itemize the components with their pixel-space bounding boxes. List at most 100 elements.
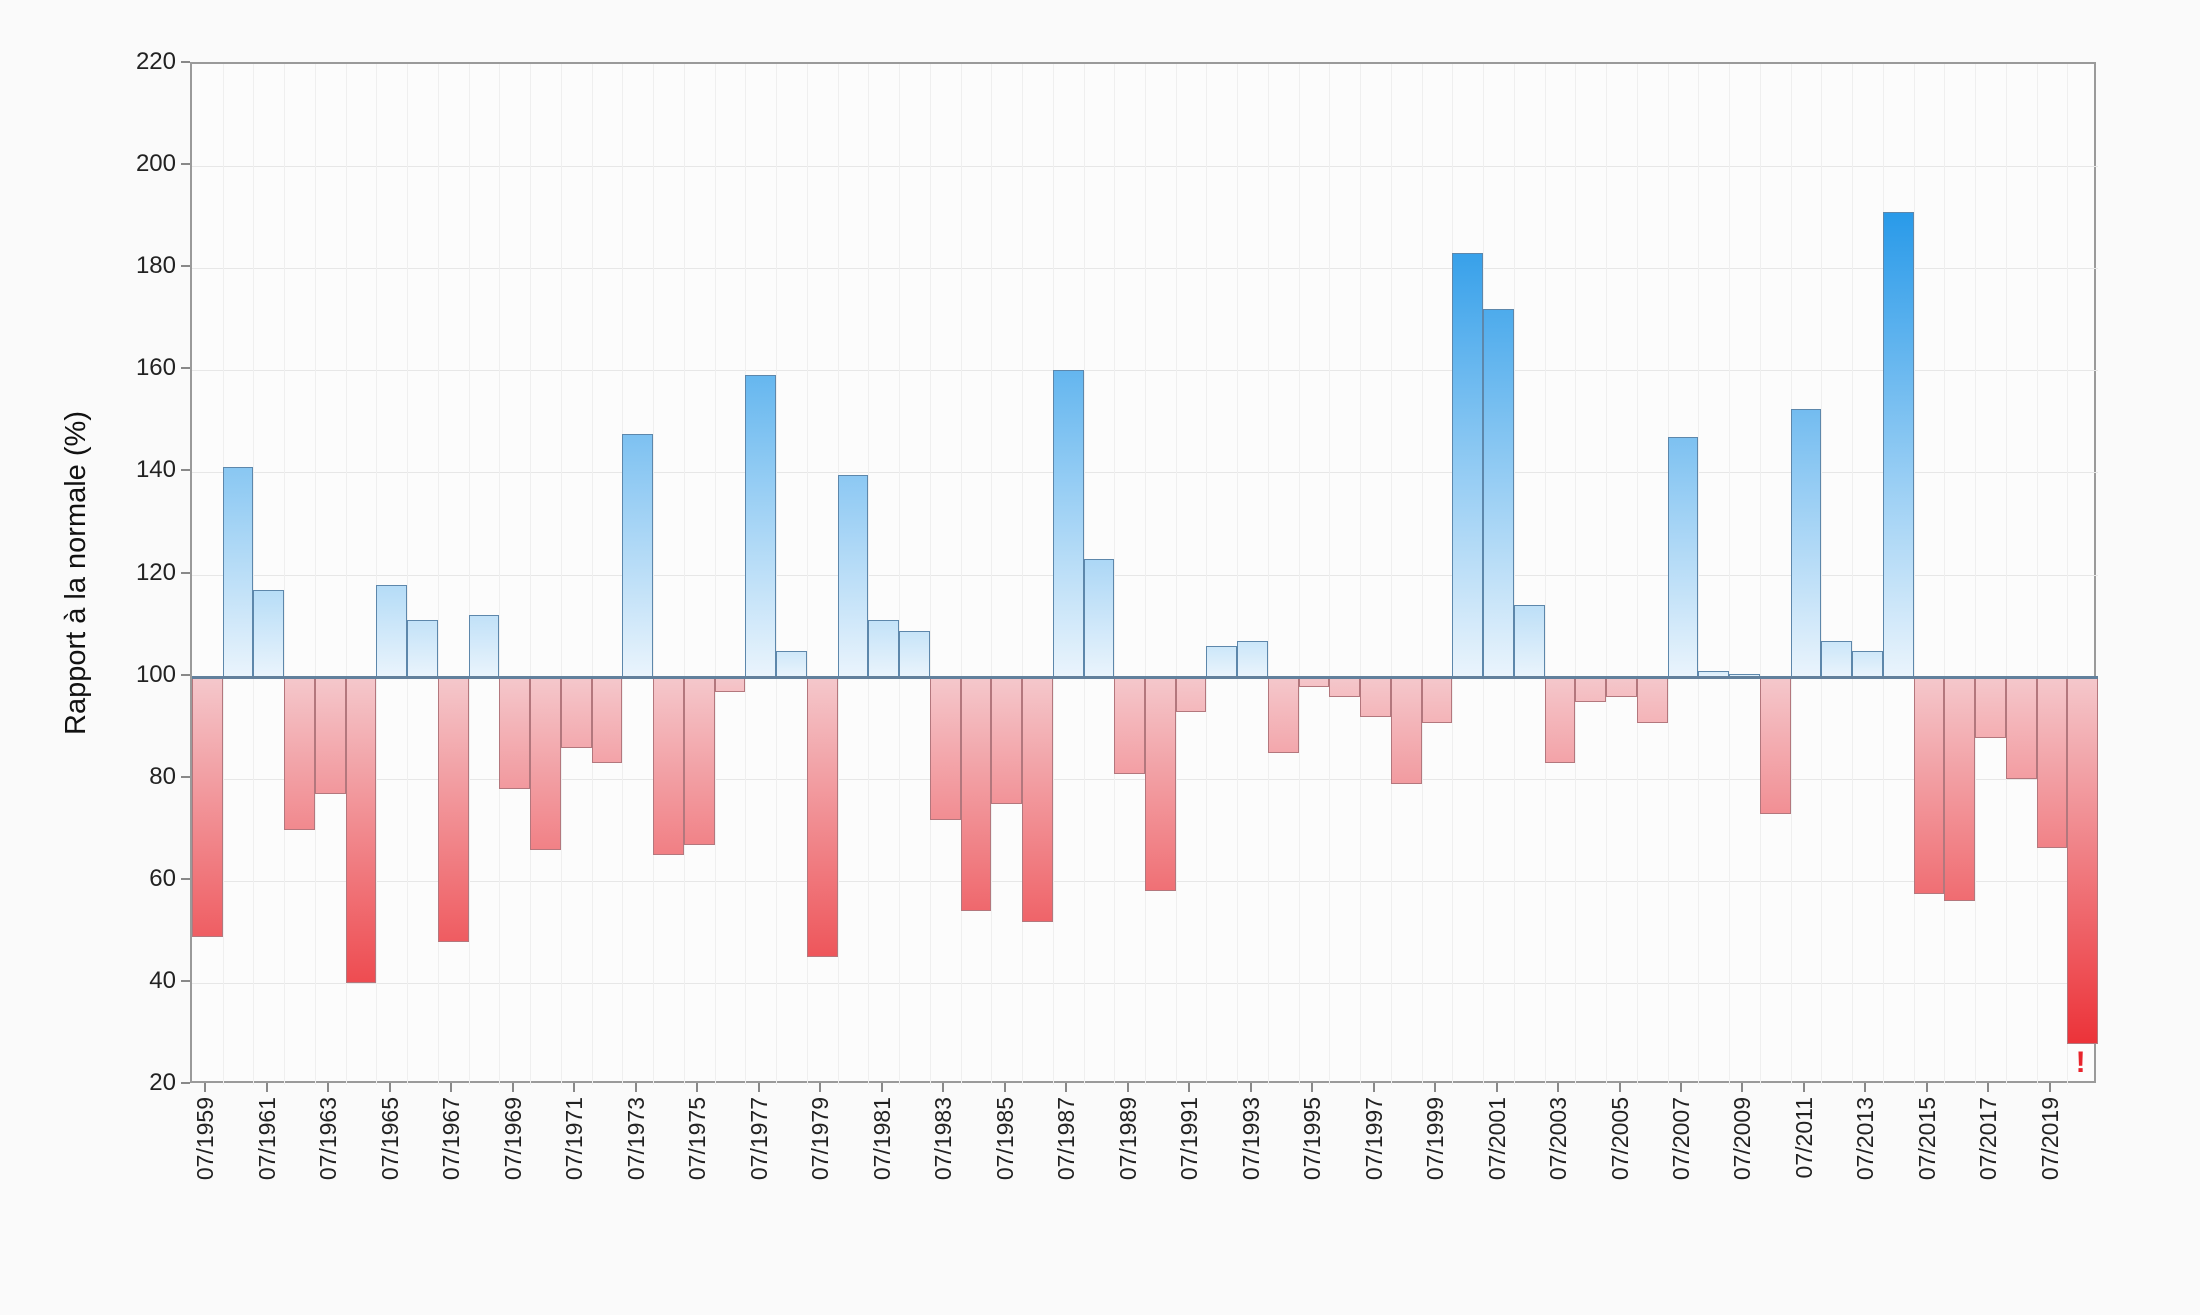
x-tick-mark (511, 1083, 514, 1092)
bar-07/1969 (499, 676, 531, 789)
gridline-v (899, 64, 900, 1085)
bar-07/1971 (560, 676, 592, 749)
x-tick-mark (1987, 1083, 1990, 1092)
x-tick-mark (573, 1083, 576, 1092)
gridline-v (1821, 64, 1822, 1085)
x-tick-label-07/1997: 07/1997 (1360, 1097, 1387, 1181)
gridline-v (868, 64, 869, 1085)
y-tick-label-100: 100 (135, 660, 176, 688)
gridline-v (561, 64, 562, 1085)
y-tick-label-220: 220 (135, 48, 176, 75)
y-tick-label-40: 40 (149, 966, 176, 994)
gridline-v (1575, 64, 1576, 1085)
x-tick-label-07/1999: 07/1999 (1422, 1097, 1449, 1181)
bar-07/1966 (407, 620, 438, 677)
x-tick-label-07/2011: 07/2011 (1790, 1097, 1817, 1179)
bar-07/2006 (1636, 676, 1668, 723)
x-tick-mark (1188, 1083, 1191, 1092)
gridline-v (2037, 64, 2038, 1085)
y-tick-mark (181, 775, 190, 778)
gridline-v (1914, 64, 1915, 1085)
gridline-v (1698, 64, 1699, 1085)
bar-07/1985 (991, 676, 1023, 805)
bar-07/1972 (591, 676, 623, 764)
gridline-v (1114, 64, 1115, 1085)
bar-07/1981 (868, 620, 900, 677)
gridline-v (1268, 64, 1269, 1085)
bar-07/2011 (1790, 408, 1822, 677)
bar-07/2014 (1882, 212, 1914, 677)
y-tick-mark (181, 673, 190, 676)
y-tick-mark (181, 265, 190, 268)
y-tick-mark (181, 163, 190, 166)
x-tick-mark (1557, 1083, 1560, 1092)
gridline-v (346, 64, 347, 1085)
x-tick-mark (1495, 1083, 1498, 1092)
bar-07/1993 (1237, 640, 1268, 677)
x-tick-label-07/1969: 07/1969 (499, 1097, 526, 1181)
gridline-v (1637, 64, 1638, 1085)
bar-07/2020 (2067, 676, 2098, 1045)
x-tick-mark (1372, 1083, 1375, 1092)
x-tick-label-07/1959: 07/1959 (192, 1097, 219, 1181)
gridline-v (715, 64, 716, 1085)
bar-07/2015 (1913, 676, 1945, 894)
bar-07/1961 (253, 589, 285, 677)
bar-07/2012 (1821, 640, 1853, 677)
x-tick-label-07/2005: 07/2005 (1606, 1097, 1633, 1181)
bar-07/2016 (1944, 676, 1976, 902)
x-tick-label-07/1989: 07/1989 (1114, 1097, 1141, 1181)
gridline-v (1391, 64, 1392, 1085)
bar-07/1980 (837, 474, 869, 677)
x-tick-mark (1311, 1083, 1314, 1092)
gridline-v (407, 64, 408, 1085)
gridline-v (1206, 64, 1207, 1085)
x-tick-label-07/2001: 07/2001 (1483, 1097, 1510, 1181)
bar-07/2010 (1759, 676, 1791, 815)
x-tick-mark (1065, 1083, 1068, 1092)
y-tick-mark (181, 1082, 190, 1084)
gridline-v (2067, 64, 2068, 1085)
x-tick-label-07/1967: 07/1967 (438, 1097, 465, 1181)
gridline-v (776, 64, 777, 1085)
gridline-v (253, 64, 254, 1085)
x-tick-label-07/1973: 07/1973 (622, 1097, 649, 1181)
gridline-v (1422, 64, 1423, 1085)
gridline-v (469, 64, 470, 1085)
bar-07/1996 (1329, 676, 1361, 697)
x-tick-mark (265, 1083, 268, 1092)
bar-07/1995 (1298, 676, 1330, 687)
x-tick-label-07/2003: 07/2003 (1545, 1097, 1572, 1181)
gridline-v (1760, 64, 1761, 1085)
y-tick-label-60: 60 (149, 864, 176, 892)
gridline-v (684, 64, 685, 1085)
gridline-v (1145, 64, 1146, 1085)
bar-07/2001 (1483, 309, 1514, 677)
x-tick-mark (880, 1083, 883, 1092)
y-tick-label-180: 180 (135, 252, 176, 280)
x-tick-mark (1741, 1083, 1744, 1092)
x-tick-label-07/2019: 07/2019 (2036, 1097, 2063, 1181)
x-tick-label-07/2015: 07/2015 (1913, 1097, 1940, 1181)
gridline-v (1944, 64, 1945, 1085)
x-tick-label-07/1995: 07/1995 (1299, 1097, 1326, 1181)
plot-area (190, 62, 2098, 1085)
bar-07/1965 (376, 584, 408, 677)
bar-07/1967 (437, 676, 469, 943)
bar-07/1990 (1145, 676, 1176, 891)
gridline-v (2006, 64, 2007, 1085)
y-tick-label-160: 160 (135, 354, 176, 382)
bar-07/1964 (345, 676, 377, 983)
x-tick-label-07/2009: 07/2009 (1729, 1097, 1756, 1181)
x-tick-label-07/2013: 07/2013 (1852, 1097, 1879, 1181)
y-tick-mark (181, 469, 190, 472)
gridline-v (961, 64, 962, 1085)
x-tick-mark (819, 1083, 822, 1092)
y-tick-mark (181, 571, 190, 574)
y-tick-label-200: 200 (135, 150, 176, 178)
bar-07/2009 (1729, 674, 1760, 677)
gridline-v (1975, 64, 1976, 1085)
bar-07/1970 (530, 676, 561, 851)
x-tick-label-07/1993: 07/1993 (1237, 1097, 1264, 1181)
x-tick-label-07/1971: 07/1971 (561, 1097, 588, 1181)
